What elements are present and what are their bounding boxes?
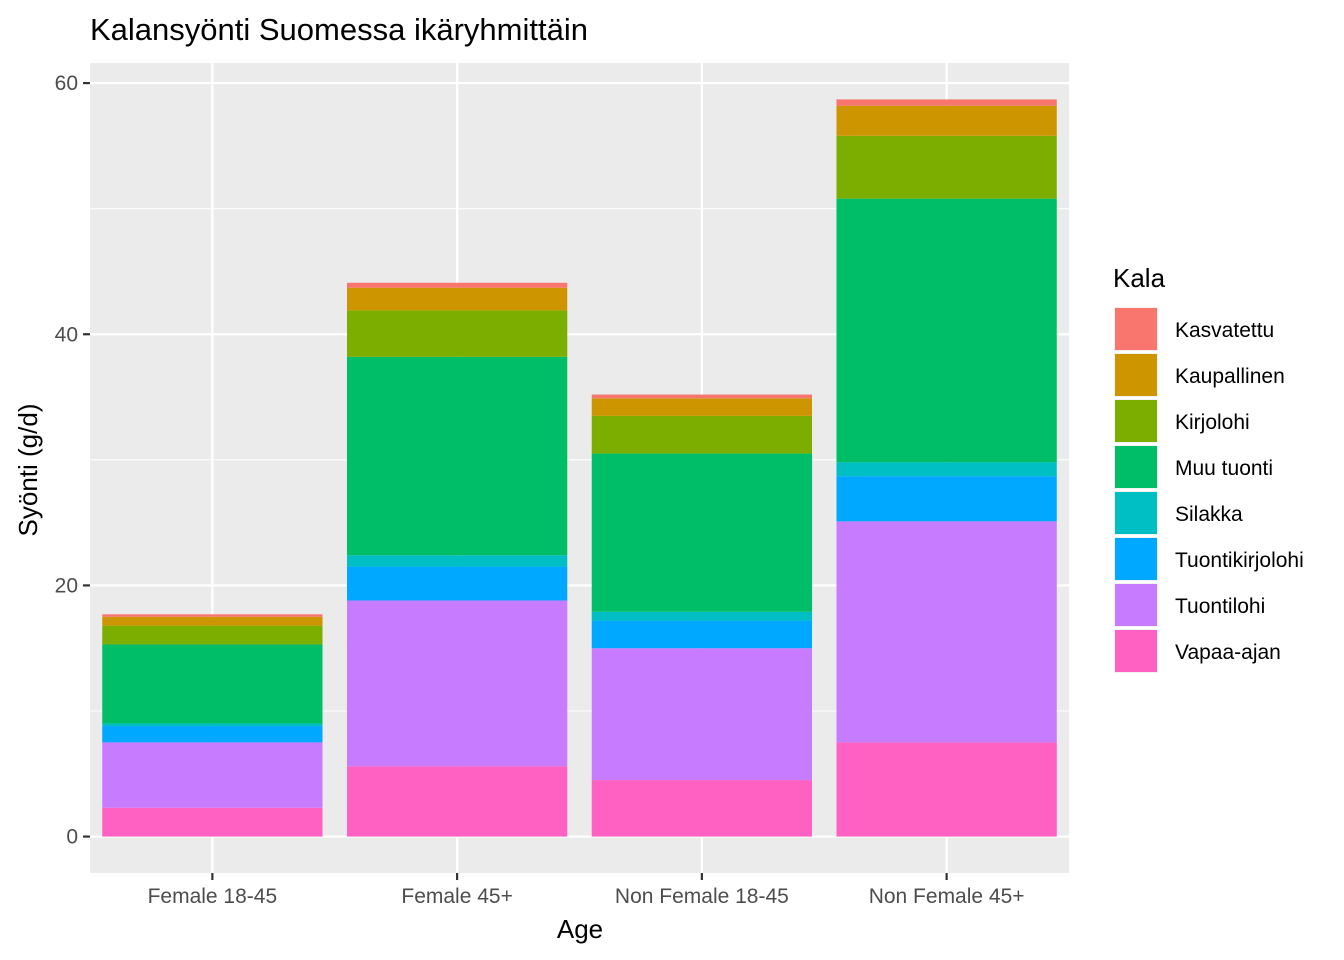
legend-item-kaupallinen: Kaupallinen bbox=[1114, 353, 1285, 397]
bar-female-45-kasvatettu bbox=[346, 282, 568, 288]
bar-non-female-18-45-kaupallinen bbox=[591, 398, 813, 416]
x-tick-label: Female 45+ bbox=[401, 885, 512, 908]
bar-non-female-18-45-silakka bbox=[591, 611, 813, 621]
legend-label: Vapaa-ajan bbox=[1175, 641, 1281, 664]
bar-non-female-18-45-tuontilohi bbox=[591, 648, 813, 781]
bar-non-female-45-kirjolohi bbox=[836, 135, 1057, 199]
legend: Kala Kasvatettu Kaupallinen Kirjolohi Muu t… bbox=[1113, 263, 1304, 673]
y-tick-label: 20 bbox=[55, 574, 78, 597]
legend-item-silakka: Silakka bbox=[1114, 491, 1243, 535]
y-tick-label: 40 bbox=[55, 323, 78, 346]
bar-female-45-tuontikirjolohi bbox=[346, 566, 568, 601]
legend-swatch bbox=[1115, 538, 1157, 580]
y-axis: 0 20 40 60 bbox=[55, 72, 90, 849]
bar-non-female-18-45-vapaa-ajan bbox=[591, 780, 813, 837]
bar-female-18-45-silakka bbox=[102, 723, 323, 727]
bar-non-female-18-45-muu-tuonti bbox=[591, 453, 813, 612]
legend-label: Tuontilohi bbox=[1175, 595, 1265, 618]
legend-label: Muu tuonti bbox=[1175, 457, 1273, 480]
legend-item-kasvatettu: Kasvatettu bbox=[1114, 307, 1274, 351]
bar-female-18-45-kasvatettu bbox=[102, 614, 323, 617]
bar-non-female-45-silakka bbox=[836, 462, 1057, 477]
chart-title: Kalansyönti Suomessa ikäryhmittäin bbox=[90, 12, 588, 47]
bar-non-female-18-45-kasvatettu bbox=[591, 394, 813, 399]
legend-item-kirjolohi: Kirjolohi bbox=[1114, 399, 1250, 443]
legend-label: Kirjolohi bbox=[1175, 411, 1250, 434]
bar-non-female-45-tuontikirjolohi bbox=[836, 476, 1057, 522]
legend-label: Silakka bbox=[1175, 503, 1243, 526]
bar-female-18-45-vapaa-ajan bbox=[102, 807, 323, 837]
bar-non-female-45-muu-tuonti bbox=[836, 198, 1057, 463]
bar-female-45-silakka bbox=[346, 555, 568, 567]
bar-non-female-45-vapaa-ajan bbox=[836, 742, 1057, 837]
legend-swatch bbox=[1115, 308, 1157, 350]
x-tick-label: Female 18-45 bbox=[148, 885, 278, 908]
bar-female-18-45-tuontikirjolohi bbox=[102, 726, 323, 743]
legend-item-vapaa-ajan: Vapaa-ajan bbox=[1114, 629, 1281, 673]
bar-female-18-45-kaupallinen bbox=[102, 616, 323, 626]
legend-item-tuontilohi: Tuontilohi bbox=[1114, 583, 1265, 627]
bar-female-18-45-muu-tuonti bbox=[102, 644, 323, 724]
x-axis: Female 18-45 Female 45+ Non Female 18-45 No… bbox=[148, 873, 1025, 908]
legend-swatch bbox=[1115, 446, 1157, 488]
x-tick-label: Non Female 45+ bbox=[869, 885, 1025, 908]
bar-female-45-vapaa-ajan bbox=[346, 766, 568, 837]
legend-swatch bbox=[1115, 492, 1157, 534]
bar-female-45-kirjolohi bbox=[346, 310, 568, 357]
legend-swatch bbox=[1115, 400, 1157, 442]
bar-non-female-45-kasvatettu bbox=[836, 99, 1057, 106]
legend-swatch bbox=[1115, 354, 1157, 396]
bar-non-female-45-tuontilohi bbox=[836, 521, 1057, 743]
bar-non-female-18-45-tuontikirjolohi bbox=[591, 620, 813, 649]
bar-non-female-45-kaupallinen bbox=[836, 105, 1057, 136]
y-axis-title: Syönti (g/d) bbox=[13, 404, 43, 537]
legend-label: Kasvatettu bbox=[1175, 319, 1274, 342]
x-axis-title: Age bbox=[557, 914, 603, 944]
bars bbox=[102, 99, 1057, 837]
bar-non-female-18-45-kirjolohi bbox=[591, 415, 813, 454]
legend-item-tuontikirjolohi: Tuontikirjolohi bbox=[1114, 537, 1304, 581]
bar-female-18-45-tuontilohi bbox=[102, 742, 323, 808]
bar-female-45-tuontilohi bbox=[346, 600, 568, 767]
y-tick-label: 60 bbox=[55, 72, 78, 95]
bar-female-18-45-kirjolohi bbox=[102, 625, 323, 645]
legend-title: Kala bbox=[1113, 263, 1166, 293]
x-tick-label: Non Female 18-45 bbox=[615, 885, 789, 908]
legend-label: Tuontikirjolohi bbox=[1175, 549, 1304, 572]
bar-female-45-muu-tuonti bbox=[346, 356, 568, 556]
legend-swatch bbox=[1115, 630, 1157, 672]
legend-swatch bbox=[1115, 584, 1157, 626]
legend-item-muu-tuonti: Muu tuonti bbox=[1114, 445, 1273, 489]
y-tick-label: 0 bbox=[66, 826, 78, 849]
legend-label: Kaupallinen bbox=[1175, 365, 1285, 388]
bar-female-45-kaupallinen bbox=[346, 287, 568, 311]
